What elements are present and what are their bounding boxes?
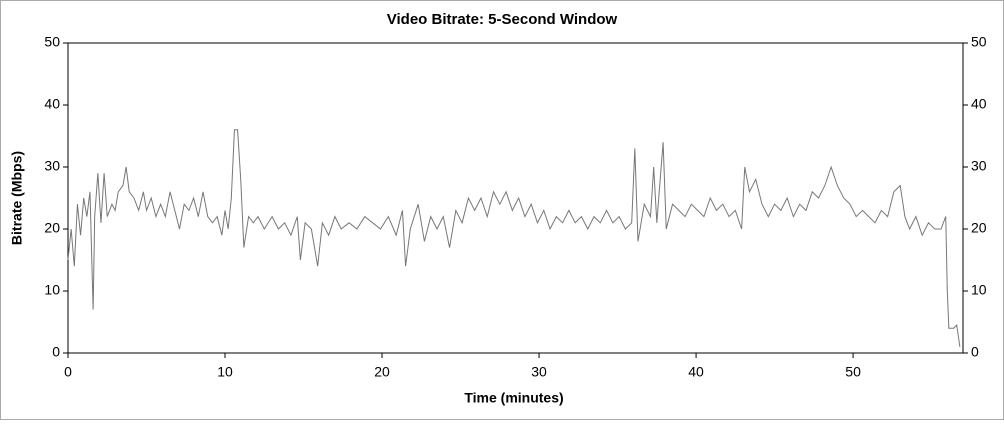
x-tick-label: 20 — [374, 364, 390, 380]
plot-area — [67, 42, 964, 354]
y-tick-label: 0 — [52, 344, 60, 360]
y-tick-label: 50 — [44, 34, 60, 50]
y-tick-label: 10 — [44, 282, 60, 298]
y2-tick-label: 20 — [971, 220, 987, 236]
x-tick-label: 30 — [531, 364, 547, 380]
y2-tick-label: 0 — [971, 344, 979, 360]
bitrate-line — [67, 129, 961, 347]
y2-tick-label: 30 — [971, 158, 987, 174]
y2-tick-label: 50 — [971, 34, 987, 50]
chart-title: Video Bitrate: 5-Second Window — [387, 11, 618, 28]
y2-tick-label: 10 — [971, 282, 987, 298]
x-tick-label: 0 — [64, 364, 72, 380]
x-tick-label: 40 — [688, 364, 704, 380]
y-tick-label: 30 — [44, 158, 60, 174]
y-tick-label: 20 — [44, 220, 60, 236]
x-tick-label: 10 — [217, 364, 233, 380]
y-tick-label: 40 — [44, 96, 60, 112]
x-axis-title: Time (minutes) — [464, 390, 563, 406]
x-tick-label: 50 — [845, 364, 861, 380]
y-axis-title: Bitrate (Mbps) — [9, 151, 25, 245]
y2-tick-label: 40 — [971, 96, 987, 112]
